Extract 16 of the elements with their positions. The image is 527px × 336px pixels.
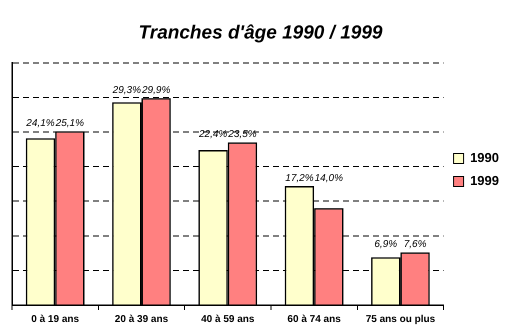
x-tick-label: 20 à 39 ans xyxy=(114,314,169,325)
x-tick-label: 0 à 19 ans xyxy=(31,314,80,325)
chart-title: Tranches d'âge 1990 / 1999 xyxy=(138,22,383,44)
data-label: 7,6% xyxy=(404,239,427,250)
legend-label: 1990 xyxy=(470,150,499,166)
x-tick-label: 60 à 74 ans xyxy=(287,314,342,325)
legend-label: 1999 xyxy=(470,173,499,188)
data-label: 17,2% xyxy=(285,172,314,184)
data-label: 29,9% xyxy=(140,84,170,96)
data-label: 29,3% xyxy=(112,84,142,96)
data-label: 24,1% xyxy=(25,118,55,130)
x-tick-label: 40 à 59 ans xyxy=(201,314,255,325)
data-label: 25,1% xyxy=(54,118,84,130)
x-tick-label: 75 ans ou plus xyxy=(366,314,436,325)
data-label: 6,9% xyxy=(374,239,398,250)
data-label: 14,0% xyxy=(314,172,344,184)
